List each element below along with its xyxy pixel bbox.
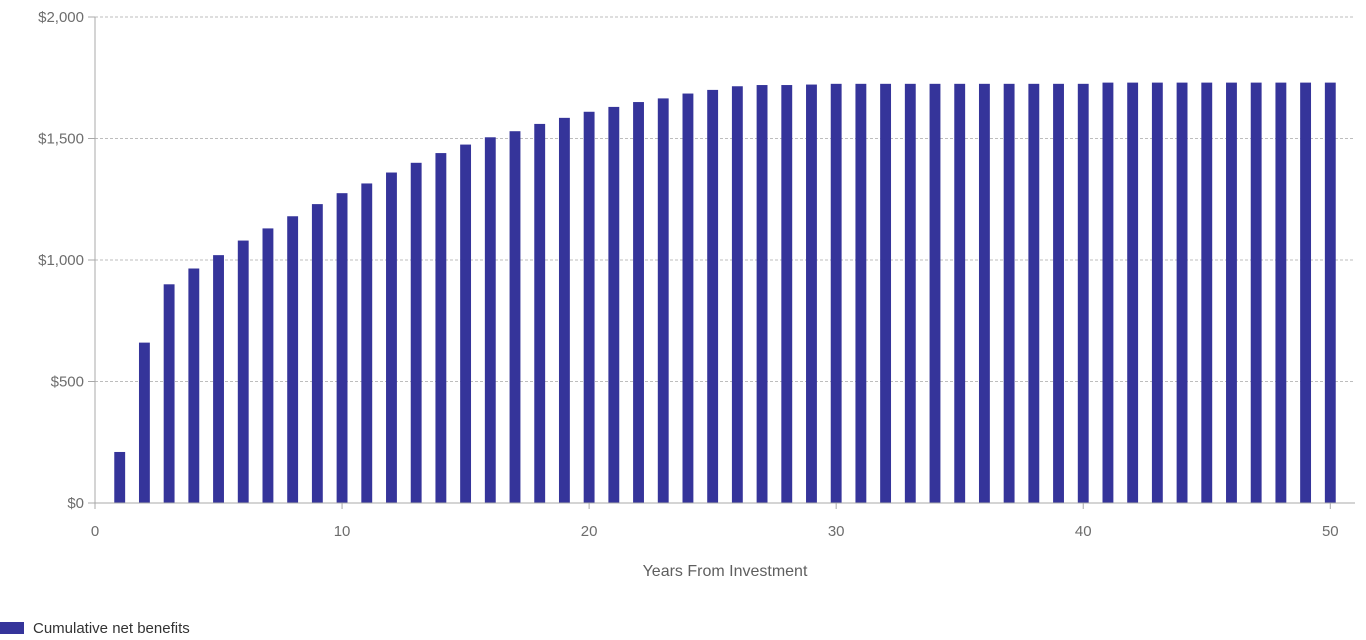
bar — [756, 85, 768, 503]
x-tick-label: 20 — [581, 523, 598, 540]
bar — [583, 111, 595, 504]
bar — [1077, 83, 1089, 503]
gridlines — [95, 16, 1355, 382]
bar — [558, 117, 570, 503]
x-tick-label: 0 — [91, 523, 99, 540]
axes — [88, 16, 1355, 509]
x-tick-label: 50 — [1322, 523, 1339, 540]
bar — [336, 193, 348, 504]
bar — [237, 240, 249, 503]
bar — [880, 83, 892, 503]
y-tick-label: $500 — [51, 374, 84, 391]
y-tick-label: $2,000 — [38, 9, 84, 26]
bar — [1201, 82, 1213, 504]
bar — [460, 144, 472, 503]
bar — [361, 183, 373, 503]
bar — [1176, 82, 1188, 504]
bar — [311, 204, 323, 504]
bar — [1324, 82, 1336, 504]
bar — [163, 284, 175, 503]
bar — [855, 83, 867, 503]
bar — [608, 106, 620, 503]
bar — [1151, 82, 1163, 504]
legend: Cumulative net benefits — [0, 619, 190, 637]
bar — [410, 162, 422, 504]
bar-series — [114, 82, 1336, 504]
bar — [707, 89, 719, 504]
bar — [1028, 83, 1040, 503]
bar — [262, 228, 274, 503]
bar — [138, 342, 150, 503]
bar — [633, 102, 644, 504]
bar — [954, 83, 966, 503]
bar — [386, 172, 397, 503]
tick-labels: $0 $500 $1,000 $1,500 $2,000 0 10 20 30 40 50 — [38, 9, 1339, 540]
x-tick-label: 10 — [334, 523, 351, 540]
bar — [904, 83, 916, 503]
bar — [731, 86, 743, 503]
bar — [1250, 82, 1262, 504]
bar — [682, 93, 694, 504]
bar — [287, 216, 299, 503]
bar — [213, 255, 224, 503]
bar — [534, 123, 546, 504]
x-tick-label: 40 — [1075, 523, 1092, 540]
bar — [509, 131, 521, 503]
bar — [781, 85, 793, 503]
y-tick-label: $0 — [67, 495, 84, 512]
bar — [1102, 82, 1114, 504]
bar — [1127, 82, 1139, 504]
y-tick-label: $1,000 — [38, 252, 84, 269]
x-axis-title: Years From Investment — [643, 563, 808, 580]
bar — [484, 137, 496, 503]
bar — [114, 451, 126, 503]
bar — [1226, 82, 1237, 504]
bar — [929, 83, 941, 503]
bar — [1275, 82, 1287, 504]
bar — [188, 268, 200, 503]
legend-swatch — [0, 622, 24, 634]
x-tick-label: 30 — [828, 523, 845, 540]
bar — [978, 83, 990, 503]
bar — [830, 83, 842, 503]
bar — [1003, 83, 1015, 503]
bar — [657, 98, 669, 503]
bar — [1300, 82, 1312, 504]
bar — [806, 84, 817, 503]
legend-label: Cumulative net benefits — [33, 619, 190, 637]
bar — [1053, 83, 1064, 503]
bar — [435, 153, 447, 503]
y-tick-label: $1,500 — [38, 131, 84, 148]
